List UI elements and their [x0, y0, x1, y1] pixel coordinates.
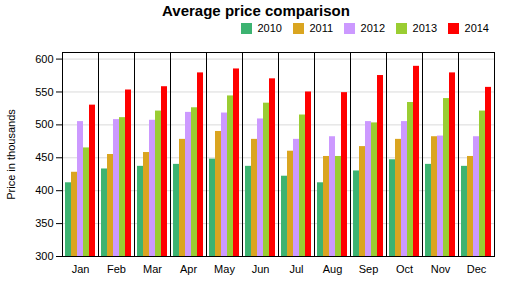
- html-text:2014: 2014: [464, 22, 489, 35]
- svg-text:300: 300: [35, 250, 53, 262]
- svg-text:Dec: Dec: [467, 263, 487, 275]
- svg-text:350: 350: [35, 217, 53, 229]
- svg-text:Apr: Apr: [180, 263, 197, 275]
- html-text:2012: 2012: [360, 22, 385, 35]
- svg-text:Sep: Sep: [359, 263, 379, 275]
- svg-text:Jul: Jul: [289, 263, 303, 275]
- svg-text:Jun: Jun: [252, 263, 270, 275]
- svg-text:450: 450: [35, 151, 53, 163]
- html-text:2010: 2010: [257, 22, 282, 35]
- svg-text:400: 400: [35, 184, 53, 196]
- svg-text:Nov: Nov: [431, 263, 451, 275]
- svg-text:Oct: Oct: [396, 263, 413, 275]
- svg-text:550: 550: [35, 86, 53, 98]
- svg-text:500: 500: [35, 118, 53, 130]
- html-text:Average price comparison: Average price comparison: [162, 2, 350, 19]
- svg-text:Aug: Aug: [323, 263, 343, 275]
- svg-text:Price in thousands: Price in thousands: [5, 109, 17, 200]
- svg-text:Mar: Mar: [143, 263, 162, 275]
- svg-text:May: May: [214, 263, 235, 275]
- svg-text:Jan: Jan: [72, 263, 90, 275]
- html-text:2011: 2011: [309, 22, 333, 35]
- html-text:2013: 2013: [412, 22, 437, 35]
- svg-text:Feb: Feb: [107, 263, 126, 275]
- svg-text:600: 600: [35, 53, 53, 65]
